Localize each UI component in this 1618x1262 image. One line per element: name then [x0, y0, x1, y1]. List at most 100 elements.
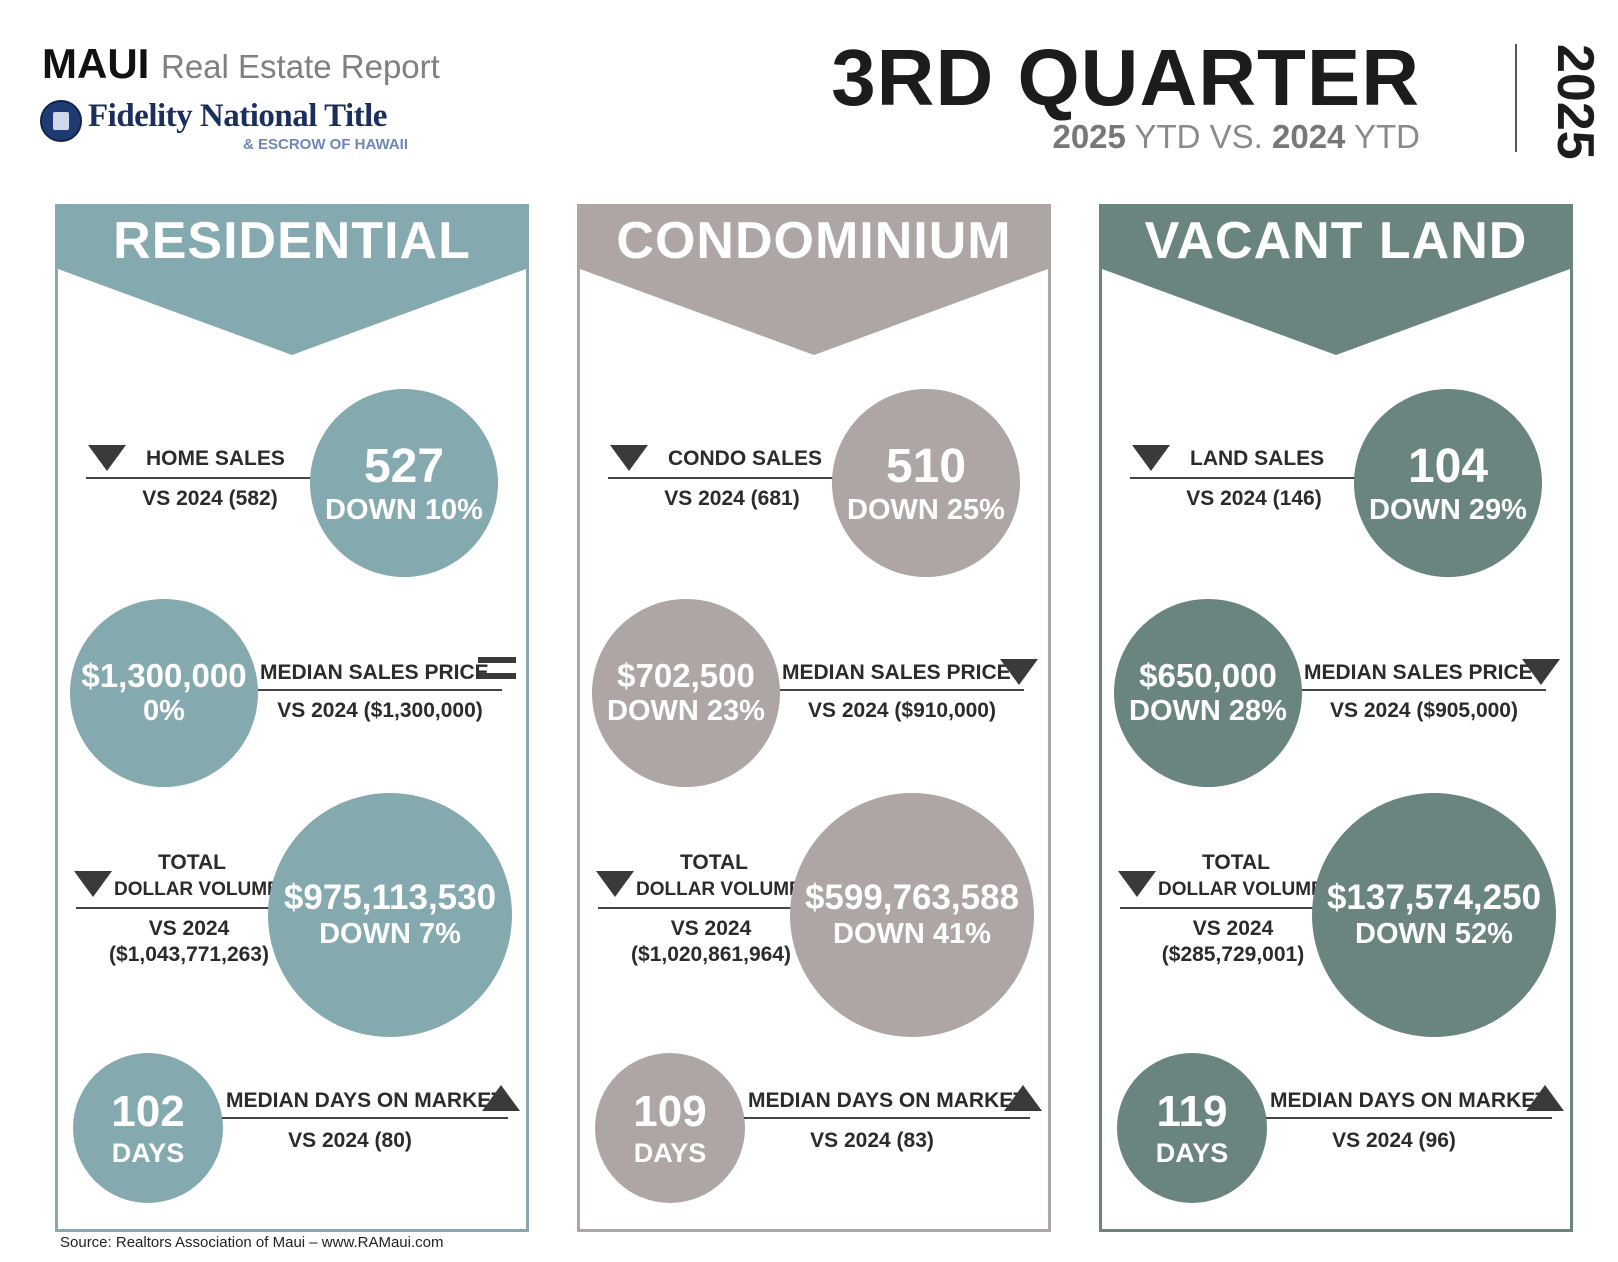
days-value: 119 [1156, 1087, 1228, 1137]
median-value: $650,000 [1139, 657, 1277, 695]
days-unit: DAYS [111, 1137, 185, 1168]
median-label: MEDIAN SALES PRICE [1304, 661, 1533, 684]
median-change: 0% [143, 695, 185, 728]
days-circle: 102 DAYS [73, 1053, 223, 1203]
volume-circle: $599,763,588 DOWN 41% [790, 793, 1034, 1037]
sales-change: DOWN 25% [847, 493, 1005, 526]
sales-down-arrow-icon [610, 445, 648, 471]
days-rule [222, 1117, 508, 1119]
sales-change: DOWN 29% [1369, 493, 1527, 526]
median-circle: $1,300,000 0% [70, 599, 258, 787]
volume-label-1: TOTAL [1201, 851, 1271, 874]
panel-title: CONDOMINIUM [616, 212, 1012, 270]
days-compare: VS 2024 (83) [810, 1129, 934, 1152]
volume-change: DOWN 52% [1355, 918, 1513, 951]
volume-rule [76, 907, 274, 909]
panel-banner: VACANT LAND [1102, 207, 1570, 357]
median-rule [1302, 689, 1546, 691]
volume-compare-1: VS 2024 [1192, 917, 1274, 940]
days-unit: DAYS [1155, 1137, 1229, 1168]
sales-rule [608, 477, 836, 479]
sales-circle: 104 DOWN 29% [1354, 389, 1542, 577]
ytd-mid: YTD VS. [1134, 118, 1263, 155]
volume-value: $137,574,250 [1326, 878, 1542, 918]
fidelity-seal-icon [40, 100, 82, 142]
volume-rule [598, 907, 796, 909]
days-circle: 119 DAYS [1117, 1053, 1267, 1203]
days-value: 102 [111, 1087, 185, 1137]
sales-circle: 527 DOWN 10% [310, 389, 498, 577]
sales-circle: 510 DOWN 25% [832, 389, 1020, 577]
sales-value: 104 [1407, 439, 1489, 493]
median-label: MEDIAN SALES PRICE [782, 661, 1011, 684]
median-down-arrow-icon [1522, 659, 1560, 685]
ytd-comparison: 2025 YTD VS. 2024 YTD [1052, 118, 1420, 156]
panel-residential: RESIDENTIAL HOME SALES VS 2024 (582) 527… [55, 204, 529, 1232]
panel-title: RESIDENTIAL [113, 212, 471, 270]
volume-compare-1: VS 2024 [148, 917, 230, 940]
logo-subtitle: & ESCROW OF HAWAII [243, 136, 408, 153]
volume-down-arrow-icon [1118, 871, 1156, 897]
days-label: MEDIAN DAYS ON MARKET [1270, 1089, 1549, 1112]
banner-shape [1102, 207, 1570, 355]
sales-value: 527 [363, 439, 445, 493]
volume-label-2: DOLLAR VOLUME [636, 879, 802, 900]
median-change: DOWN 23% [607, 695, 765, 728]
median-equal-icon [478, 657, 516, 679]
median-circle: $702,500 DOWN 23% [592, 599, 780, 787]
quarter-heading: 3RD QUARTER [831, 33, 1420, 122]
median-compare: VS 2024 ($1,300,000) [277, 699, 483, 722]
volume-circle: $975,113,530 DOWN 7% [268, 793, 512, 1037]
days-rule [744, 1117, 1030, 1119]
ytd-end: YTD [1354, 118, 1420, 155]
header-divider [1515, 44, 1517, 152]
days-unit: DAYS [633, 1137, 707, 1168]
ytd-2024: 2024 [1272, 118, 1346, 155]
volume-compare-2: ($285,729,001) [1161, 943, 1305, 966]
banner-shape [580, 207, 1048, 355]
source-note: Source: Realtors Association of Maui – w… [60, 1234, 444, 1251]
fidelity-logo: Fidelity National Title & ESCROW OF HAWA… [40, 96, 460, 158]
sales-rule [86, 477, 314, 479]
volume-label-1: TOTAL [157, 851, 227, 874]
median-compare: VS 2024 ($910,000) [808, 699, 996, 722]
days-compare: VS 2024 (80) [288, 1129, 412, 1152]
report-subtitle: Real Estate Report [161, 48, 440, 85]
volume-value: $975,113,530 [283, 878, 497, 918]
days-label: MEDIAN DAYS ON MARKET [748, 1089, 1027, 1112]
panel-condominium: CONDOMINIUM CONDO SALES VS 2024 (681) 51… [577, 204, 1051, 1232]
volume-label-1: TOTAL [679, 851, 749, 874]
sales-rule [1130, 477, 1358, 479]
median-rule [780, 689, 1024, 691]
days-rule [1266, 1117, 1552, 1119]
sales-change: DOWN 10% [325, 493, 483, 526]
volume-down-arrow-icon [74, 871, 112, 897]
sales-compare: VS 2024 (582) [142, 487, 278, 510]
median-down-arrow-icon [1000, 659, 1038, 685]
volume-label-2: DOLLAR VOLUME [1158, 879, 1324, 900]
days-up-arrow-icon [1004, 1085, 1042, 1111]
median-circle: $650,000 DOWN 28% [1114, 599, 1302, 787]
ytd-2025: 2025 [1052, 118, 1126, 155]
sales-label: LAND SALES [1190, 447, 1325, 470]
median-rule [258, 689, 502, 691]
panel-title: VACANT LAND [1144, 212, 1528, 270]
median-compare: VS 2024 ($905,000) [1330, 699, 1518, 722]
volume-value: $599,763,588 [804, 878, 1020, 918]
days-up-arrow-icon [1526, 1085, 1564, 1111]
days-label: MEDIAN DAYS ON MARKET [226, 1089, 505, 1112]
volume-down-arrow-icon [596, 871, 634, 897]
maui-label: MAUI [42, 40, 150, 87]
logo-name: Fidelity National Title [88, 98, 387, 134]
median-change: DOWN 28% [1129, 695, 1287, 728]
panel-banner: RESIDENTIAL [58, 207, 526, 357]
volume-compare-2: ($1,043,771,263) [109, 943, 269, 966]
panel-banner: CONDOMINIUM [580, 207, 1048, 357]
sales-value: 510 [885, 439, 967, 493]
volume-circle: $137,574,250 DOWN 52% [1312, 793, 1556, 1037]
volume-change: DOWN 7% [319, 918, 461, 951]
days-circle: 109 DAYS [595, 1053, 745, 1203]
sales-label: HOME SALES [146, 447, 285, 470]
median-label: MEDIAN SALES PRICE [260, 661, 489, 684]
sales-compare: VS 2024 (681) [664, 487, 800, 510]
